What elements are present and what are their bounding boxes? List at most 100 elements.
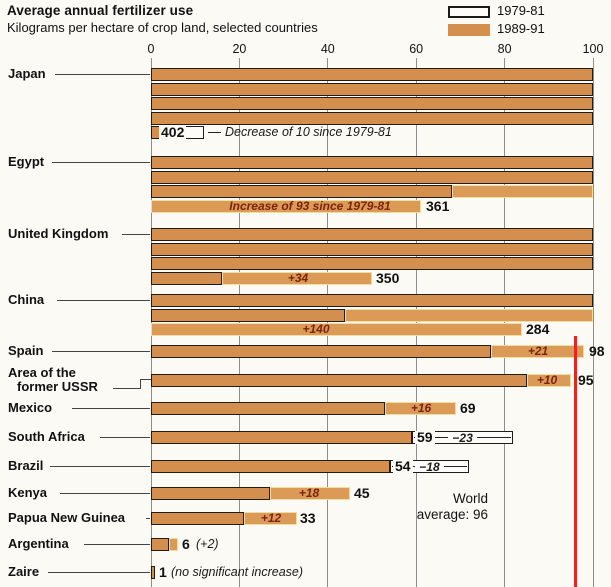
axis-gridline xyxy=(150,58,152,587)
world-average-label-line1: World xyxy=(452,491,488,506)
bar-1989-91 xyxy=(151,374,527,387)
axis-tick-label: 20 xyxy=(232,42,247,56)
increase-annotation: +16 xyxy=(410,401,432,415)
leader-line xyxy=(122,234,150,235)
bar-1989-91 xyxy=(151,345,492,358)
leader-line xyxy=(52,162,150,163)
country-label: Papua New Guinea xyxy=(8,510,126,525)
value-label: 361 xyxy=(426,198,450,214)
leader-line xyxy=(113,388,141,389)
value-label: 1 xyxy=(159,564,167,580)
bar-increase-segment xyxy=(243,512,297,525)
bar-1989-91 xyxy=(151,185,452,198)
axis-gridline xyxy=(327,58,329,587)
leader-line xyxy=(50,466,150,467)
country-label: Area of the former USSR xyxy=(8,366,98,393)
leader-line xyxy=(100,437,150,438)
value-label: 284 xyxy=(526,321,550,337)
increase-annotation: +12 xyxy=(260,511,282,525)
legend-label-1989-91: 1989-91 xyxy=(497,21,545,36)
value-label: 350 xyxy=(376,270,400,286)
leader-line xyxy=(146,518,150,519)
bar-1989-91 xyxy=(151,487,271,500)
bar-increase-segment xyxy=(221,272,372,285)
country-label: United Kingdom xyxy=(8,226,109,241)
value-label: 402 xyxy=(159,124,187,140)
axis-gridline xyxy=(592,58,594,587)
country-label: South Africa xyxy=(8,429,85,444)
chart-title: Average annual fertilizer use xyxy=(7,3,194,18)
legend-label-1979-81: 1979-81 xyxy=(497,3,545,18)
country-label: Brazil xyxy=(8,458,44,473)
bar-1989-91 xyxy=(151,538,169,551)
leader-line xyxy=(72,408,150,409)
bar-1989-91 xyxy=(151,431,412,444)
value-label: 69 xyxy=(460,400,476,416)
bar-1989-91 xyxy=(151,97,593,110)
leader-line xyxy=(140,379,141,389)
value-label: 45 xyxy=(354,485,370,501)
country-label-line: former USSR xyxy=(17,378,98,394)
bar-increase-segment xyxy=(491,345,585,358)
country-label: China xyxy=(8,292,45,307)
world-average-label-line2: average: 96 xyxy=(416,507,488,522)
bar-1989-91 xyxy=(151,243,593,256)
country-label: Zaire xyxy=(8,564,40,579)
country-label: Japan xyxy=(8,66,46,81)
value-label: 95 xyxy=(578,372,594,388)
bar-1989-91 xyxy=(151,171,593,184)
value-label: 59 xyxy=(415,429,435,445)
increase-annotation: Increase of 93 since 1979-81 xyxy=(229,199,391,213)
axis-tick-label: 80 xyxy=(497,42,512,56)
bar-increase-segment xyxy=(345,309,593,322)
world-average-line xyxy=(573,336,577,587)
increase-annotation: +140 xyxy=(302,322,330,336)
chart-subtitle: Kilograms per hectare of crop land, sele… xyxy=(7,20,318,35)
axis-gridline xyxy=(238,58,240,587)
country-label: Argentina xyxy=(8,536,69,551)
bar-1989-91 xyxy=(151,294,593,307)
bar-increase-segment xyxy=(151,323,523,336)
bar-1989-91 xyxy=(151,83,593,96)
bar-1989-91 xyxy=(151,460,390,473)
value-label: 98 xyxy=(589,343,605,359)
bar-1979-81-remainder: −23 xyxy=(411,430,514,445)
leader-line xyxy=(84,544,150,545)
bar-1989-91 xyxy=(151,272,222,285)
callout-annotation: Decrease of 10 since 1979-81 xyxy=(208,126,392,139)
axis-tick-label: 60 xyxy=(409,42,424,56)
axis-tick-label: 0 xyxy=(147,42,155,56)
value-label: 6 xyxy=(182,536,190,552)
bar-increase-segment xyxy=(451,185,593,198)
country-label: Egypt xyxy=(8,154,45,169)
legend-swatch-1989-91 xyxy=(448,24,490,36)
bar-increase-segment xyxy=(526,374,571,387)
bar-increase-segment xyxy=(385,402,456,415)
decrease-annotation: −23 xyxy=(452,430,473,445)
value-label: 33 xyxy=(300,510,316,526)
bar-increase-segment xyxy=(151,200,421,213)
leader-line xyxy=(55,74,150,75)
bar-increase-segment xyxy=(168,538,178,551)
axis-gridline xyxy=(415,58,417,587)
note-annotation: (no significant increase) xyxy=(171,565,304,579)
value-label: 54 xyxy=(393,458,413,474)
country-label: Mexico xyxy=(8,400,53,415)
increase-annotation: +21 xyxy=(527,344,549,358)
note-annotation: (+2) xyxy=(196,537,219,551)
decrease-annotation: −18 xyxy=(419,459,440,474)
increase-annotation: +18 xyxy=(298,486,320,500)
leader-line xyxy=(141,379,151,380)
bar-1989-91 xyxy=(151,112,593,125)
leader-line xyxy=(52,351,150,352)
world-average-label: World average: 96 xyxy=(360,491,488,523)
leader-line xyxy=(48,572,150,573)
axis-gridline xyxy=(504,58,506,587)
country-label: Kenya xyxy=(8,485,48,500)
bar-1989-91 xyxy=(151,402,386,415)
bar-1989-91 xyxy=(151,68,593,81)
bar-1989-91 xyxy=(151,512,244,525)
country-label: Spain xyxy=(8,343,44,358)
bar-1989-91 xyxy=(151,309,346,322)
country-label-line: Area of the xyxy=(8,365,76,380)
